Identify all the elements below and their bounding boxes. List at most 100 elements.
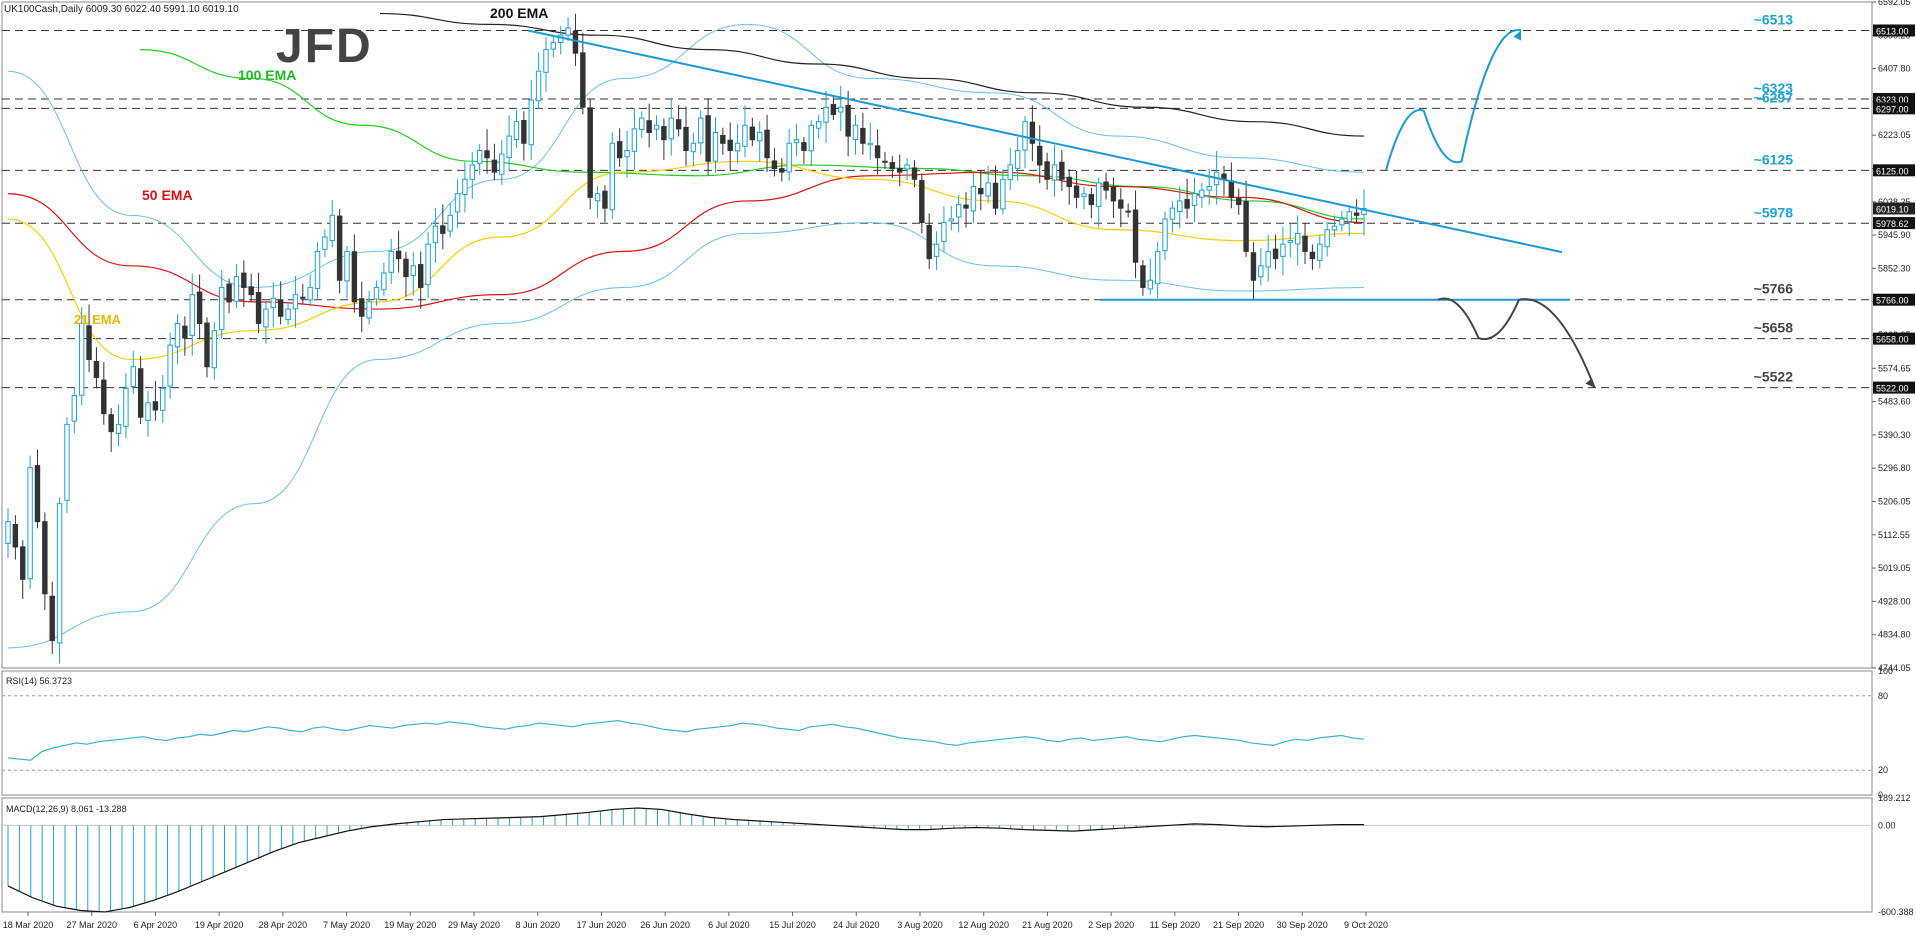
candle-body bbox=[219, 286, 225, 330]
rsi-tick-label: 100 bbox=[1878, 666, 1893, 676]
candle-body bbox=[336, 215, 343, 281]
candle-body bbox=[300, 296, 306, 299]
price-tick-label: 4744.05 bbox=[1878, 663, 1911, 673]
descending-trendline bbox=[527, 29, 1563, 254]
date-tick-label: 29 May 2020 bbox=[448, 920, 500, 930]
candle-body bbox=[528, 99, 534, 146]
candle-body bbox=[462, 178, 468, 196]
candle-body bbox=[71, 395, 78, 422]
date-tick-label: 28 Apr 2020 bbox=[259, 920, 308, 930]
candle-body bbox=[388, 250, 394, 273]
candle-body bbox=[845, 104, 851, 137]
candle-body bbox=[830, 104, 837, 115]
date-tick-label: 3 Aug 2020 bbox=[897, 920, 943, 930]
candle-body bbox=[970, 186, 977, 212]
candle-body bbox=[955, 204, 962, 218]
scenario-arrowhead-down bbox=[1585, 377, 1595, 388]
candle-body bbox=[1339, 218, 1345, 226]
date-tick-label: 19 Apr 2020 bbox=[195, 920, 244, 930]
candle-body bbox=[359, 298, 365, 317]
candle-body bbox=[1044, 161, 1050, 180]
candle-body bbox=[521, 120, 527, 144]
candle-body bbox=[226, 283, 232, 303]
candle-body bbox=[1236, 197, 1242, 206]
candle-body bbox=[1272, 248, 1279, 260]
candle-body bbox=[602, 190, 608, 209]
scenario-arrowhead-up bbox=[1513, 30, 1522, 41]
candle-body bbox=[1346, 211, 1352, 222]
candle-body bbox=[425, 243, 431, 286]
candle-body bbox=[1294, 232, 1301, 245]
candle-body bbox=[211, 330, 218, 369]
macd-tick-label: 0.00 bbox=[1878, 820, 1896, 830]
price-badge-box bbox=[1873, 217, 1915, 230]
candle-body bbox=[764, 129, 770, 159]
candle-body bbox=[417, 264, 424, 288]
price-badge: 5766.00 bbox=[1876, 296, 1909, 306]
date-tick-label: 9 Oct 2020 bbox=[1344, 920, 1388, 930]
candle-body bbox=[1302, 235, 1308, 252]
candle-body bbox=[712, 131, 719, 162]
date-tick-label: 30 Sep 2020 bbox=[1277, 920, 1328, 930]
date-axis: 18 Mar 2020 27 Mar 2020 6 Apr 2020 19 Apr 2… bbox=[3, 912, 1388, 930]
candle-body bbox=[432, 225, 439, 244]
candle-body bbox=[963, 204, 969, 209]
candle-body bbox=[20, 546, 26, 580]
price-badge-box bbox=[1873, 293, 1915, 306]
price-tick-label: 5574.65 bbox=[1878, 363, 1911, 373]
candlesticks bbox=[5, 13, 1367, 664]
candle-body bbox=[1184, 199, 1190, 209]
rsi-tick-label: 0 bbox=[1878, 790, 1883, 800]
candle-body bbox=[1258, 265, 1264, 278]
price-tick-label: 6223.05 bbox=[1878, 130, 1911, 140]
macd-signal-line bbox=[7, 807, 1364, 913]
price-badge-box bbox=[1873, 381, 1915, 394]
price-badge: 5522.00 bbox=[1876, 384, 1909, 394]
candle-body bbox=[1191, 193, 1198, 206]
candle-body bbox=[1073, 185, 1080, 198]
date-tick-label: 21 Sep 2020 bbox=[1213, 920, 1264, 930]
candle-body bbox=[78, 322, 85, 396]
date-tick-label: 6 Apr 2020 bbox=[134, 920, 178, 930]
price-badge-box bbox=[1873, 24, 1915, 37]
candle-body bbox=[174, 322, 181, 348]
candle-body bbox=[1147, 279, 1153, 290]
candle-body bbox=[1037, 145, 1043, 166]
candle-body bbox=[1000, 178, 1006, 210]
candle-body bbox=[587, 107, 593, 198]
candle-body bbox=[1132, 209, 1139, 263]
candle-body bbox=[403, 258, 409, 278]
candle-body bbox=[978, 188, 984, 195]
candle-body bbox=[491, 159, 498, 173]
candle-body bbox=[941, 222, 947, 242]
candle-body bbox=[447, 214, 453, 232]
date-tick-label: 7 May 2020 bbox=[323, 920, 370, 930]
price-badge: 6019.10 bbox=[1876, 204, 1909, 214]
candle-body bbox=[395, 250, 402, 260]
price-badge: 6323.00 bbox=[1876, 95, 1909, 105]
candle-body bbox=[469, 164, 475, 180]
candle-body bbox=[874, 145, 881, 159]
candle-body bbox=[440, 225, 446, 234]
price-tick-label: 5206.05 bbox=[1878, 497, 1911, 507]
candle-body bbox=[801, 142, 807, 151]
candle-body bbox=[852, 124, 859, 141]
candle-body bbox=[506, 135, 512, 159]
candle-body bbox=[1088, 194, 1095, 206]
level-label: ~5522 bbox=[1754, 369, 1794, 385]
jfd-logo: JFD bbox=[276, 20, 373, 73]
price-badge: 6125.00 bbox=[1876, 166, 1909, 176]
candle-body bbox=[130, 366, 136, 387]
candle-body bbox=[1243, 201, 1249, 252]
candle-body bbox=[64, 423, 70, 501]
ema50-label: 50 EMA bbox=[142, 187, 193, 203]
level-label: ~6297 bbox=[1754, 89, 1794, 105]
candle-body bbox=[904, 164, 910, 170]
candle-body bbox=[756, 131, 763, 142]
candle-body bbox=[196, 291, 203, 324]
rsi-label: RSI(14) 56.3723 bbox=[6, 676, 72, 686]
candle-body bbox=[5, 521, 11, 544]
candle-body bbox=[42, 521, 48, 595]
candle-body bbox=[771, 160, 778, 170]
candle-body bbox=[1228, 180, 1235, 198]
